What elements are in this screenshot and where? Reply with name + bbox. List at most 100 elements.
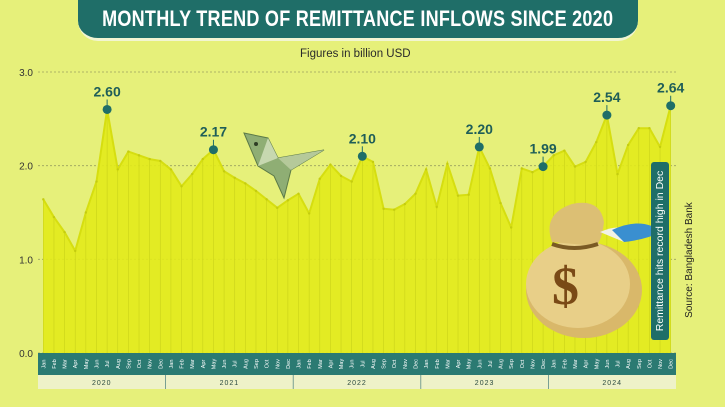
year-tick-label: 2022: [347, 380, 367, 387]
peak-value-label: 2.10: [349, 130, 376, 146]
month-tick-label: Apr: [584, 360, 590, 369]
month-tick-label: Jul: [616, 360, 622, 367]
month-tick-label: Dec: [158, 359, 164, 369]
month-tick-label: May: [594, 359, 600, 370]
month-tick-label: Jul: [488, 360, 494, 367]
paper-bird-icon: [243, 132, 325, 200]
month-tick-label: Mar: [318, 359, 324, 369]
data-point: [488, 167, 492, 170]
source-note: Source: Bangladesh Bank: [683, 200, 697, 320]
month-tick-label: Jan: [41, 360, 47, 369]
month-tick-label: Oct: [647, 359, 653, 368]
y-tick-label: 1.0: [19, 255, 33, 266]
data-point: [169, 168, 173, 171]
peak-marker: [474, 142, 484, 152]
peak-value-label: 2.60: [93, 83, 120, 99]
month-tick-label: May: [211, 359, 217, 370]
data-point: [329, 163, 332, 166]
month-tick-label: Jan: [169, 360, 175, 369]
month-tick-label: Apr: [201, 360, 207, 369]
data-point: [159, 159, 162, 163]
month-tick-label: Nov: [275, 359, 281, 369]
month-tick-label: Jun: [222, 360, 228, 369]
month-tick-label: Sep: [509, 359, 515, 369]
month-tick-label: Sep: [126, 359, 132, 369]
data-point: [637, 127, 640, 130]
month-tick-label: Nov: [403, 359, 409, 369]
title-banner: MONTHLY TREND OF REMITTANCE INFLOWS SINC…: [78, 0, 638, 42]
data-point: [456, 194, 460, 197]
peak-value-label: 2.20: [466, 121, 493, 137]
source-text: Source: Bangladesh Bank: [684, 202, 695, 318]
data-point: [244, 182, 247, 185]
data-point: [573, 165, 577, 168]
data-point: [137, 154, 141, 157]
month-tick-label: Jul: [360, 360, 366, 367]
month-tick-label: Mar: [573, 359, 579, 369]
year-tick-label: 2023: [475, 380, 495, 387]
month-tick-label: Dec: [541, 359, 547, 369]
peak-marker: [666, 101, 676, 111]
data-point: [307, 212, 311, 215]
data-point: [531, 171, 534, 174]
data-point: [222, 170, 226, 173]
peak-value-label: 2.17: [200, 124, 227, 140]
peak-marker: [538, 162, 548, 172]
month-tick-label: Mar: [63, 359, 69, 369]
data-point: [190, 172, 194, 176]
peak-marker: [602, 110, 612, 120]
data-point: [467, 193, 470, 196]
data-point: [148, 157, 151, 161]
month-band: [38, 353, 676, 375]
month-tick-label: Oct: [520, 359, 526, 368]
data-point: [180, 185, 183, 188]
svg-text:$: $: [552, 256, 579, 316]
y-tick-label: 2.0: [19, 162, 33, 173]
month-tick-label: Oct: [265, 359, 271, 368]
month-tick-label: Feb: [307, 359, 313, 368]
data-point: [393, 208, 396, 211]
month-tick-label: Jun: [605, 360, 611, 369]
data-point: [595, 141, 598, 144]
year-tick-label: 2021: [220, 380, 240, 387]
month-tick-label: Aug: [371, 359, 377, 369]
data-point: [499, 201, 502, 205]
data-point: [116, 168, 119, 171]
data-point: [658, 145, 662, 149]
data-point: [339, 174, 343, 178]
month-tick-label: Mar: [190, 359, 196, 369]
data-point: [626, 143, 630, 147]
record-high-note-text: Remittance hits record high in Dec: [654, 170, 666, 332]
month-tick-label: Jul: [105, 360, 111, 367]
data-point: [52, 215, 56, 219]
peak-value-label: 1.99: [529, 141, 556, 157]
data-point: [286, 199, 290, 202]
y-tick-label: 0.0: [19, 349, 33, 360]
month-tick-label: Feb: [52, 359, 58, 368]
month-tick-label: Dec: [286, 359, 292, 369]
month-tick-label: Dec: [669, 359, 675, 369]
month-tick-label: Nov: [658, 359, 664, 369]
data-point: [446, 162, 449, 165]
month-tick-label: Jan: [297, 360, 303, 369]
data-point: [414, 192, 417, 195]
chart-subtitle: Figures in billion USD: [300, 48, 411, 60]
month-tick-label: Jun: [94, 360, 100, 369]
month-tick-label: May: [467, 359, 473, 370]
year-tick-label: 2024: [602, 380, 622, 387]
data-point: [350, 180, 353, 183]
data-point: [201, 157, 205, 161]
data-point: [127, 150, 130, 153]
data-point: [616, 172, 619, 176]
data-point: [265, 198, 268, 201]
peak-marker: [208, 145, 218, 155]
year-band: [38, 375, 676, 389]
year-tick-label: 2020: [92, 380, 112, 387]
month-tick-label: May: [84, 359, 90, 370]
data-point: [563, 149, 566, 152]
data-point: [84, 211, 88, 214]
month-tick-label: Jan: [552, 360, 558, 369]
data-point: [233, 176, 236, 180]
month-tick-label: Jun: [350, 360, 356, 369]
